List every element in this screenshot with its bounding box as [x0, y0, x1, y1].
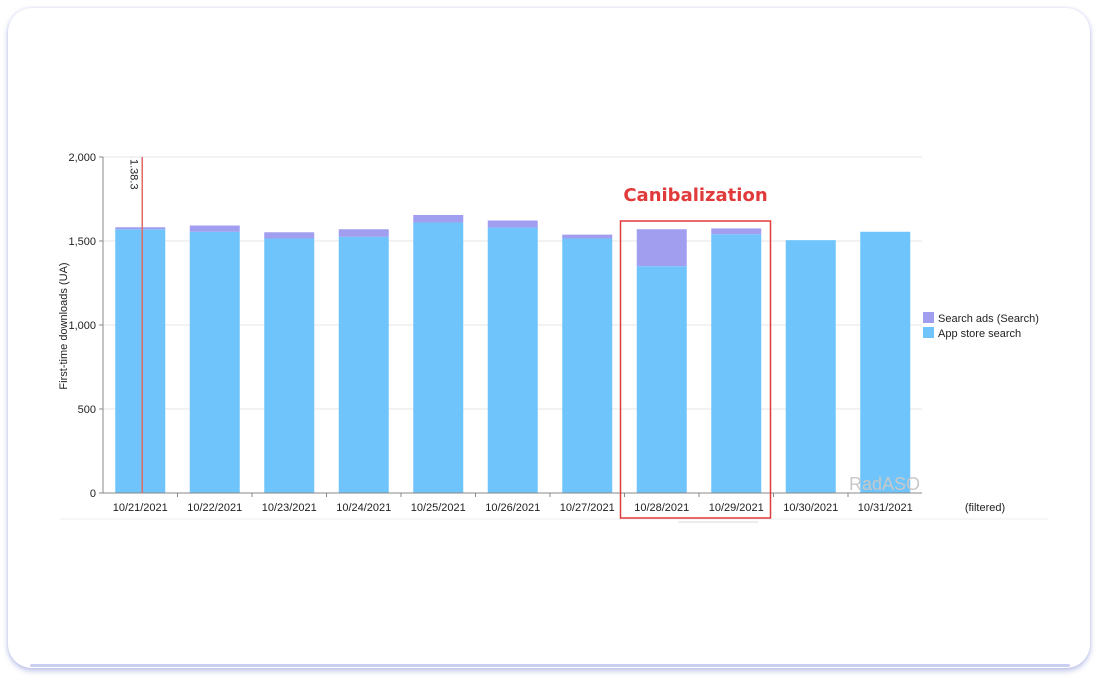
bar-app-store-search	[785, 240, 836, 493]
bar-app-store-search	[115, 229, 166, 494]
y-tick-label: 0	[90, 488, 96, 500]
bars	[115, 214, 911, 494]
canibalization-label: Canibalization	[623, 185, 767, 206]
bar-search-ads	[487, 220, 538, 228]
legend-swatch-app-store-search	[923, 327, 934, 338]
bar-search-ads	[338, 229, 389, 237]
x-tick-label: 10/26/2021	[485, 502, 540, 514]
x-tick-label: 10/28/2021	[634, 502, 689, 514]
x-tick-label: 10/27/2021	[560, 502, 615, 514]
y-tick-label: 1,000	[68, 320, 96, 332]
x-tick-label: 10/31/2021	[858, 502, 913, 514]
bar-app-store-search	[860, 231, 911, 493]
bar-app-store-search	[264, 238, 315, 493]
bar-search-ads	[115, 227, 166, 230]
card-shadow-line	[30, 664, 1070, 667]
bar-search-ads	[189, 225, 240, 232]
bar-search-ads	[413, 214, 464, 223]
bar-search-ads	[264, 232, 315, 239]
radaso-watermark: RadASO	[849, 474, 920, 494]
y-tick-label: 500	[78, 404, 96, 416]
x-tick-label: 10/21/2021	[113, 502, 168, 514]
version-marker-label: 1.38.3	[127, 159, 139, 190]
legend-swatch-search-ads	[923, 312, 934, 323]
bar-search-ads	[636, 229, 687, 267]
x-tick-label: 10/24/2021	[336, 502, 391, 514]
legend: Search ads (Search) App store search	[923, 312, 1039, 340]
bar-app-store-search	[636, 266, 687, 493]
bar-app-store-search	[413, 222, 464, 493]
x-tick-label: 10/30/2021	[783, 502, 838, 514]
bar-app-store-search	[338, 236, 389, 494]
x-tick-label: 10/25/2021	[411, 502, 466, 514]
bar-app-store-search	[562, 238, 613, 493]
x-tick-label: 10/23/2021	[262, 502, 317, 514]
bar-app-store-search	[487, 227, 538, 493]
x-tick-label: 10/22/2021	[187, 502, 242, 514]
bar-search-ads	[711, 228, 762, 235]
x-tick-label: 10/29/2021	[709, 502, 764, 514]
y-axis-label: First-time downloads (UA)	[58, 262, 70, 389]
bar-app-store-search	[711, 234, 762, 493]
y-tick-label: 1,500	[68, 236, 96, 248]
filtered-label: (filtered)	[965, 502, 1005, 514]
y-tick-label: 2,000	[68, 152, 96, 164]
legend-label-app-store-search: App store search	[938, 328, 1021, 340]
canibalization-highlight-box	[619, 220, 772, 519]
bar-search-ads	[562, 234, 613, 239]
axes: 0 500 1,000 1,500 2,000 10/21/2021 10/22/2021 1…	[60, 152, 1048, 520]
bar-app-store-search	[189, 231, 240, 493]
legend-label-search-ads: Search ads (Search)	[938, 313, 1039, 325]
